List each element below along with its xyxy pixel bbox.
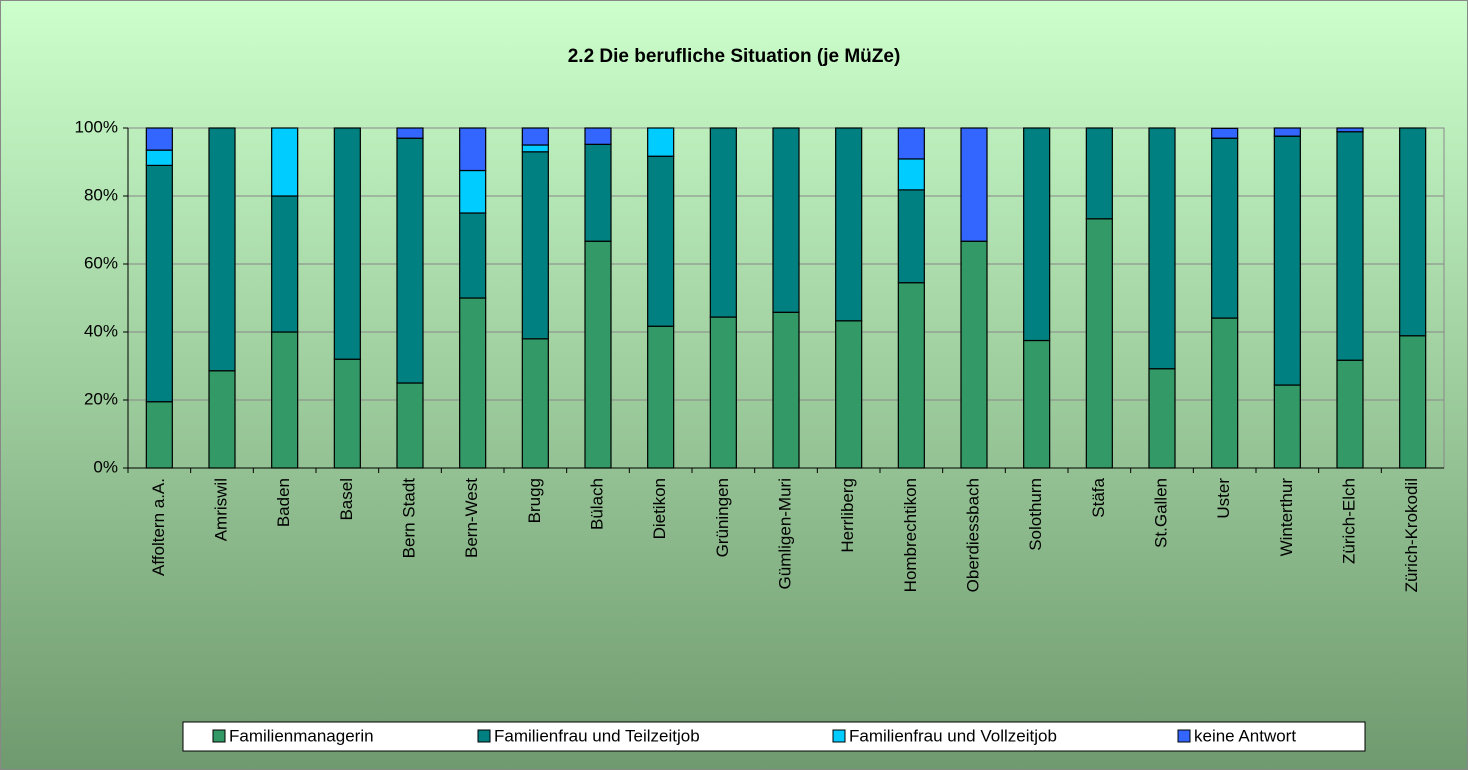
bar-segment xyxy=(772,311,800,469)
bar-segment xyxy=(647,155,675,327)
bar-segment xyxy=(835,320,863,469)
bar-segment xyxy=(897,282,925,469)
y-tick-label: 80% xyxy=(84,185,118,204)
bar-segment xyxy=(1399,127,1427,337)
bar-segment xyxy=(333,358,361,469)
x-tick-label: Hombrechtikon xyxy=(901,478,920,592)
bar-segment xyxy=(1211,137,1239,319)
legend-swatch xyxy=(477,729,491,743)
bar-segment xyxy=(1085,127,1113,220)
bar-segment xyxy=(521,144,549,153)
bar-segment xyxy=(1273,135,1301,386)
x-tick-label: Gümligen-Muri xyxy=(775,478,794,589)
legend-label: keine Antwort xyxy=(1194,726,1296,745)
y-tick-label: 20% xyxy=(84,389,118,408)
bar-segment xyxy=(396,127,424,139)
bar-segment xyxy=(396,137,424,384)
bar-segment xyxy=(647,127,675,157)
x-tick-label: Affoltern a.A. xyxy=(149,478,168,576)
bar-segment xyxy=(584,127,612,145)
x-tick-label: Grüningen xyxy=(713,478,732,557)
legend-swatch xyxy=(212,729,226,743)
bar-segment xyxy=(1023,339,1051,469)
bar-segment xyxy=(1023,127,1051,342)
bar-segment xyxy=(145,401,173,469)
x-tick-label: Zürich-Elch xyxy=(1339,478,1358,564)
bar-segment xyxy=(271,195,299,333)
bar-segment xyxy=(459,212,487,299)
bar-segment xyxy=(647,325,675,469)
bar-segment xyxy=(897,158,925,191)
bar-segment xyxy=(1336,131,1364,361)
x-tick-label: Zürich-Krokodil xyxy=(1402,478,1421,592)
bar-segment xyxy=(145,164,173,403)
chart-title: 2.2 Die berufliche Situation (je MüZe) xyxy=(568,46,901,67)
bar-segment xyxy=(521,338,549,469)
legend-label: Familienmanagerin xyxy=(229,726,374,745)
x-tick-label: Dietikon xyxy=(650,478,669,539)
x-tick-label: Herrliberg xyxy=(838,478,857,553)
bar-segment xyxy=(1211,127,1239,139)
bar-segment xyxy=(271,127,299,197)
bar-segment xyxy=(521,151,549,340)
y-tick-label: 0% xyxy=(93,457,118,476)
bar-segment xyxy=(897,127,925,160)
bar-segment xyxy=(1273,384,1301,469)
x-tick-label: St.Gallen xyxy=(1151,478,1170,548)
bar-segment xyxy=(1148,127,1176,370)
bar-segment xyxy=(584,143,612,242)
bar-segment xyxy=(584,240,612,469)
x-tick-label: Brugg xyxy=(525,478,544,523)
bar-segment xyxy=(145,149,173,167)
x-tick-label: Amriswil xyxy=(211,478,230,541)
legend-label: Familienfrau und Vollzeitjob xyxy=(849,726,1057,745)
bar-segment xyxy=(459,169,487,214)
bar-segment xyxy=(835,127,863,322)
legend-label: Familienfrau und Teilzeitjob xyxy=(494,726,700,745)
bar-segment xyxy=(459,297,487,469)
x-tick-label: Stäfa xyxy=(1089,477,1108,517)
bar-segment xyxy=(521,127,549,146)
bar-segment xyxy=(208,370,236,469)
bar-segment xyxy=(1273,127,1301,137)
y-tick-label: 40% xyxy=(84,321,118,340)
bar-segment xyxy=(396,382,424,469)
x-tick-label: Uster xyxy=(1214,478,1233,519)
bar-segment xyxy=(709,316,737,469)
y-tick-label: 100% xyxy=(75,117,118,136)
bar-segment xyxy=(1085,218,1113,469)
bar-segment xyxy=(772,127,800,313)
x-tick-label: Basel xyxy=(337,478,356,521)
bar-segment xyxy=(1211,317,1239,469)
bar-segment xyxy=(208,127,236,372)
bar-segment xyxy=(960,127,988,242)
bar-segment xyxy=(1336,127,1364,133)
x-tick-label: Baden xyxy=(274,478,293,527)
x-tick-label: Oberdiessbach xyxy=(963,478,982,592)
bar-segment xyxy=(1336,359,1364,469)
bar-segment xyxy=(897,189,925,284)
bar-segment xyxy=(459,127,487,172)
legend-swatch xyxy=(1177,729,1191,743)
x-tick-label: Bern Stadt xyxy=(399,478,418,559)
legend-swatch xyxy=(832,729,846,743)
bar-segment xyxy=(1399,335,1427,469)
bar-segment xyxy=(145,127,173,151)
legend xyxy=(182,721,1366,752)
x-tick-label: Solothurn xyxy=(1026,478,1045,551)
x-tick-label: Winterthur xyxy=(1277,478,1296,557)
bar-segment xyxy=(333,127,361,360)
bar-segment xyxy=(1148,368,1176,469)
bar-segment xyxy=(960,240,988,469)
y-tick-label: 60% xyxy=(84,253,118,272)
bar-segment xyxy=(709,127,737,318)
bar-segment xyxy=(271,331,299,469)
x-tick-label: Bülach xyxy=(587,478,606,530)
x-tick-label: Bern-West xyxy=(462,478,481,558)
